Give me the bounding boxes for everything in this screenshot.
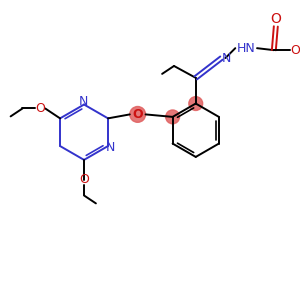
- Text: O: O: [79, 173, 89, 186]
- Text: O: O: [270, 11, 281, 26]
- Circle shape: [130, 106, 146, 122]
- Text: HN: HN: [237, 42, 256, 55]
- Text: N: N: [105, 140, 115, 154]
- Text: O: O: [35, 102, 45, 115]
- Text: N: N: [222, 52, 231, 64]
- Text: O: O: [132, 108, 143, 121]
- Text: O: O: [291, 44, 300, 57]
- Circle shape: [189, 97, 203, 110]
- Circle shape: [166, 110, 179, 124]
- Text: N: N: [78, 95, 88, 108]
